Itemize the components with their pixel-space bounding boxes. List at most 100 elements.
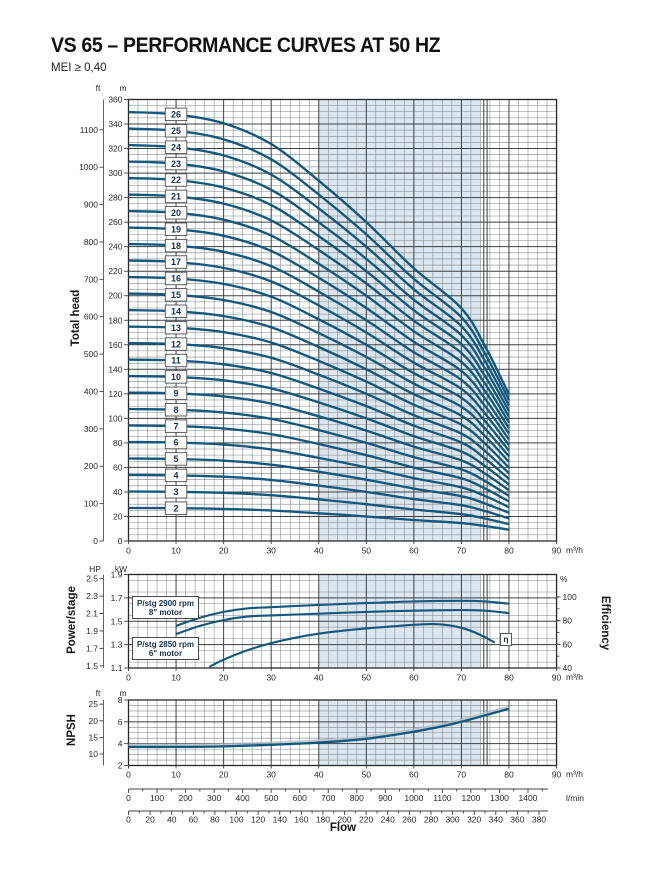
flow-tick-label: 70 bbox=[457, 770, 467, 780]
stage-label-box-13 bbox=[164, 320, 188, 335]
stage-label-10: 10 bbox=[171, 372, 181, 382]
head-ft-unit: ft bbox=[95, 83, 101, 93]
imperial-tick-label: 800 bbox=[84, 237, 98, 247]
total-head-axis-title: Total head bbox=[70, 289, 82, 347]
gpm-scale-tick-label: 280 bbox=[424, 815, 438, 825]
pstg-2850-label: P/stg 2850 rpm 6" motor bbox=[132, 637, 199, 660]
stage-label-box-8 bbox=[164, 403, 188, 417]
stage-curve-25 bbox=[128, 127, 511, 401]
stage-curve-10 bbox=[128, 374, 510, 486]
gpm-scale: 0 20 40 60 80 100 120 140 160 180 200 220 240 260 280 3… bbox=[126, 810, 548, 825]
stage-label-24: 24 bbox=[171, 142, 181, 152]
gpm-scale-tick-label: 120 bbox=[251, 815, 265, 825]
lmin-scale-tick-label: 300 bbox=[207, 793, 221, 803]
efficiency-tick-label: 40 bbox=[563, 663, 573, 673]
efficiency-tick-label: 100 bbox=[563, 592, 577, 602]
flow-tick-label: 30 bbox=[266, 673, 276, 683]
metric-tick-label: 80 bbox=[113, 438, 123, 448]
lmin-scale-tick-label: 1000 bbox=[404, 793, 423, 803]
stage-label-25: 25 bbox=[171, 126, 181, 136]
stage-label-box-4 bbox=[164, 468, 188, 483]
stage-label-11: 11 bbox=[171, 356, 181, 366]
lmin-scale-tick-label: 0 bbox=[126, 793, 131, 803]
stage-curve-16 bbox=[128, 275, 510, 452]
pstg-2850-line2: 6" motor bbox=[148, 649, 183, 658]
gpm-scale-tick-label: 360 bbox=[510, 815, 524, 825]
imperial-tick-label: 1.7 bbox=[86, 643, 98, 653]
stage-curve-17 bbox=[128, 259, 510, 446]
imperial-tick-label: 1100 bbox=[80, 125, 99, 135]
stage-label-6: 6 bbox=[174, 438, 179, 448]
stage-curve-14 bbox=[128, 308, 510, 463]
imperial-tick-label: 2.5 bbox=[86, 574, 98, 584]
stage-label-22: 22 bbox=[171, 175, 181, 185]
imperial-tick-label: 25 bbox=[89, 699, 99, 709]
metric-tick-label: 20 bbox=[113, 511, 123, 521]
metric-tick-label: 260 bbox=[108, 217, 122, 227]
flow-tick-label: 80 bbox=[504, 770, 514, 780]
stage-label-box-12 bbox=[164, 337, 188, 351]
stage-label-12: 12 bbox=[171, 339, 181, 349]
flow-tick-label: 10 bbox=[171, 770, 181, 780]
stage-label-18: 18 bbox=[171, 241, 181, 251]
stage-label-box-24 bbox=[164, 140, 188, 154]
stage-label-box-25 bbox=[164, 124, 188, 138]
stage-curve-23 bbox=[128, 160, 511, 412]
gpm-scale-tick-label: 80 bbox=[210, 815, 220, 825]
imperial-tick-label: 900 bbox=[84, 200, 98, 210]
stage-label-19: 19 bbox=[171, 224, 181, 234]
pstg-2900-line2: 8" motor bbox=[148, 608, 183, 617]
lmin-scale-tick-label: 1300 bbox=[490, 793, 509, 803]
stage-label-box-17 bbox=[164, 255, 188, 269]
stage-curve-22 bbox=[128, 176, 511, 418]
imperial-tick-label: 2.1 bbox=[86, 609, 98, 619]
metric-tick-label: 200 bbox=[108, 291, 122, 301]
gpm-scale-tick-label: 100 bbox=[229, 815, 243, 825]
metric-tick-label: 160 bbox=[108, 340, 122, 350]
flow-tick-label: 80 bbox=[504, 673, 514, 683]
stage-label-box-26 bbox=[164, 107, 188, 122]
lmin-scale-tick-label: 1100 bbox=[433, 793, 452, 803]
stage-label-17: 17 bbox=[171, 257, 181, 267]
lmin-scale-tick-label: 600 bbox=[293, 793, 307, 803]
stage-label-5: 5 bbox=[174, 454, 179, 464]
stage-curve-20 bbox=[128, 209, 510, 429]
flow-tick-label: 20 bbox=[219, 770, 229, 780]
lmin-scale-tick-label: 1400 bbox=[519, 793, 538, 803]
gpm-scale-tick-label: 380 bbox=[532, 815, 546, 825]
stage-label-box-22 bbox=[164, 173, 188, 187]
metric-tick-label: 1.5 bbox=[111, 616, 123, 626]
flow-tick-label: 0 bbox=[126, 770, 131, 780]
plot-border bbox=[127, 699, 558, 767]
imperial-tick-label: 10 bbox=[89, 749, 99, 759]
flow-tick-label: 40 bbox=[314, 770, 324, 780]
imperial-tick-label: 15 bbox=[89, 732, 99, 742]
gpm-scale-tick-label: 180 bbox=[316, 815, 330, 825]
power-stage-axis-title: Power/stage bbox=[66, 586, 78, 654]
stage-curve-3 bbox=[128, 490, 510, 526]
imperial-tick-label: 1000 bbox=[79, 162, 98, 172]
flow-tick-label: 0 bbox=[126, 673, 131, 683]
power-curve-2850 bbox=[175, 609, 510, 636]
flow-tick-label: 40 bbox=[314, 673, 324, 683]
metric-tick-label: 140 bbox=[108, 364, 122, 374]
flow-tick-label: 80 bbox=[504, 546, 514, 556]
stage-curve-6 bbox=[128, 440, 510, 509]
flow-tick-label: 30 bbox=[266, 770, 276, 780]
stage-label-box-16 bbox=[164, 271, 188, 286]
metric-tick-label: 40 bbox=[113, 487, 123, 497]
pstg-2900-label: P/stg 2900 rpm 8" motor bbox=[132, 596, 199, 619]
efficiency-eta-label: η bbox=[500, 633, 512, 646]
metric-tick-label: 180 bbox=[108, 315, 122, 325]
metric-tick-label: 100 bbox=[108, 413, 122, 423]
flow-tick-label: 90 bbox=[552, 546, 562, 556]
flow-tick-label: 90 bbox=[552, 673, 562, 683]
imperial-tick-label: 300 bbox=[84, 424, 98, 434]
efficiency-curve bbox=[208, 622, 496, 668]
stage-label-3: 3 bbox=[174, 487, 179, 497]
imperial-tick-label: 1.5 bbox=[86, 661, 98, 671]
metric-tick-label: 6 bbox=[118, 717, 123, 727]
lmin-scale: 0 100 200 300 400 500 600 700 800 900 1000 1100 1200… bbox=[126, 788, 548, 803]
metric-tick-label: 1.7 bbox=[111, 593, 123, 603]
